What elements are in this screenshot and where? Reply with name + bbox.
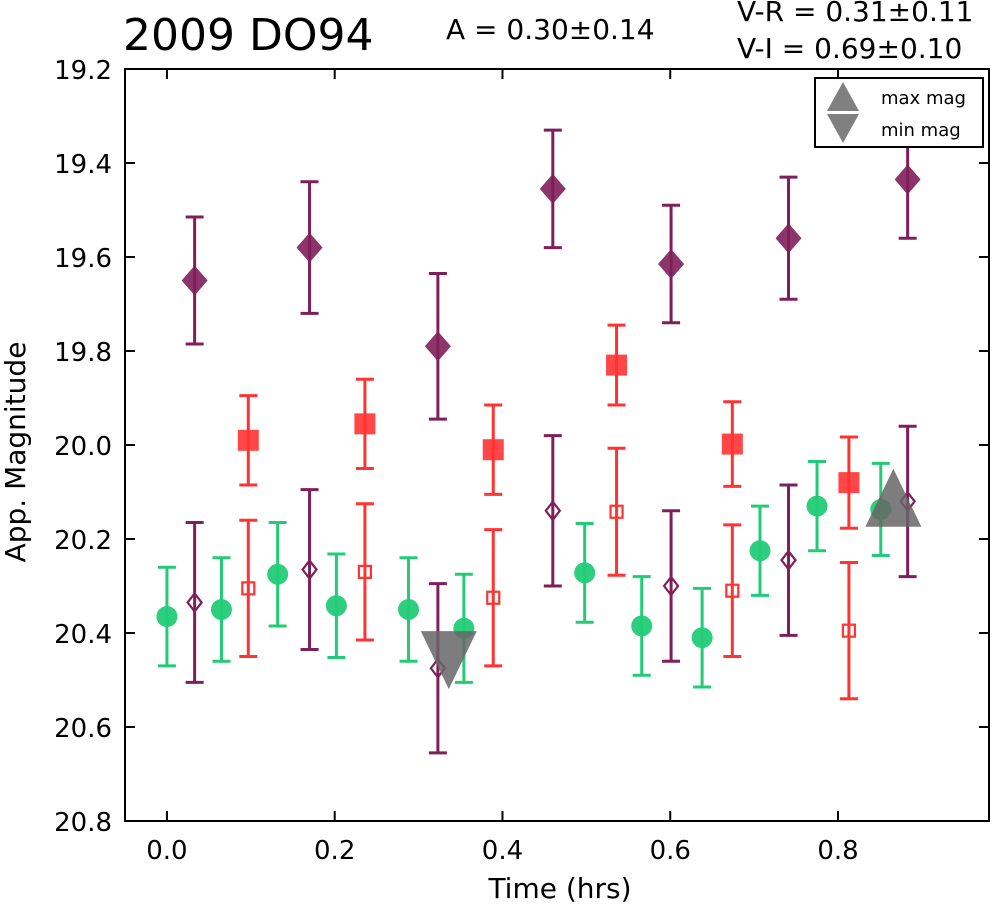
data-point-open-diamond: [186, 591, 204, 614]
color-index-vr-label: V-R = 0.31±0.11: [737, 0, 974, 28]
data-point-diamond: [775, 223, 802, 254]
y-tick-label: 20.8: [54, 808, 112, 838]
data-point-open-square: [841, 623, 857, 638]
y-tick-label: 19.8: [54, 338, 112, 368]
y-tick-label: 20.2: [54, 526, 112, 556]
data-point-open-square: [357, 564, 373, 580]
legend-label-min-mag: min mag: [881, 120, 961, 141]
y-axis-label: App. Magnitude: [0, 342, 32, 563]
x-tick-label: 0.0: [146, 836, 187, 866]
x-tick-label: 0.4: [482, 836, 523, 866]
data-point-open-square: [241, 581, 256, 596]
data-point-circle: [574, 562, 596, 584]
data-point-circle: [267, 563, 289, 585]
data-point-circle: [156, 606, 178, 628]
data-point-open-diamond: [780, 549, 797, 571]
x-tick-label: 0.2: [314, 836, 355, 866]
max-mag-marker: [865, 468, 922, 527]
data-point-square: [354, 413, 376, 435]
y-tick-label: 20.4: [54, 620, 112, 650]
data-point-circle: [210, 599, 232, 620]
data-point-open-square: [725, 583, 740, 598]
y-tick-label: 20.0: [54, 432, 112, 462]
data-point-square: [237, 429, 259, 451]
min-mag-legend-icon: [827, 114, 859, 143]
data-point-circle: [398, 599, 420, 620]
data-point-circle: [631, 615, 653, 637]
y-tick-label: 19.2: [54, 56, 112, 86]
data-point-diamond: [424, 331, 451, 362]
data-point-circle: [325, 595, 347, 617]
data-point-square: [606, 354, 628, 376]
data-point-open-square: [486, 590, 501, 605]
x-axis-label: Time (hrs): [487, 872, 631, 904]
data-point-diamond: [296, 232, 323, 263]
min-mag-marker: [420, 631, 477, 690]
data-point-diamond: [894, 164, 921, 195]
data-point-diamond: [658, 249, 685, 280]
legend-label-max-mag: max mag: [881, 88, 966, 109]
data-point-diamond: [539, 173, 566, 204]
y-tick-label: 20.6: [54, 714, 112, 744]
data-point-open-diamond: [662, 575, 680, 597]
x-tick-label: 0.6: [650, 836, 691, 866]
legend: max mag min mag: [814, 77, 984, 148]
axis-ticks: 0.0 0.2 0.4 0.6 0.8 19.2 19.4 19.6 19.8 20.0 20.2 2…: [54, 56, 989, 866]
color-index-vi-label: V-I = 0.69±0.10: [737, 32, 963, 65]
chart-title: 2009 DO94: [123, 10, 374, 61]
y-tick-label: 19.6: [54, 244, 112, 274]
amplitude-label: A = 0.30±0.14: [446, 13, 655, 46]
data-markers: [156, 164, 922, 690]
data-point-circle: [691, 627, 713, 649]
data-point-diamond: [181, 265, 208, 296]
data-point-square: [482, 439, 504, 461]
x-tick-label: 0.8: [817, 836, 858, 866]
data-point-open-square: [609, 504, 624, 519]
error-bars: [157, 119, 917, 755]
data-point-circle: [806, 495, 828, 517]
max-mag-legend-icon: [827, 82, 859, 111]
data-point-circle: [749, 540, 771, 562]
data-point-square: [838, 472, 860, 494]
y-tick-label: 19.4: [54, 150, 112, 180]
data-point-open-diamond: [544, 500, 562, 522]
data-point-open-diamond: [301, 558, 318, 581]
data-point-square: [721, 433, 743, 455]
